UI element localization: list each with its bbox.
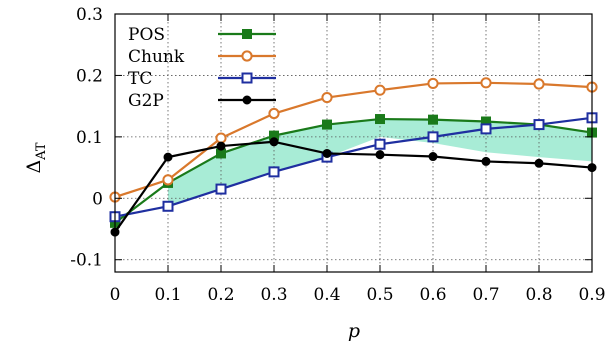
y-tick-label: 0.3 <box>76 5 103 25</box>
data-point-tc <box>480 123 492 135</box>
y-axis-label: ΔAT <box>23 142 49 173</box>
series-line-chunk <box>114 81 593 199</box>
y-tick-label: 0.1 <box>76 128 103 148</box>
series-line-pos <box>114 117 593 224</box>
data-point-tc <box>215 183 227 195</box>
legend-label-g2p: G2P <box>128 91 164 111</box>
series-line-g2p <box>114 140 593 233</box>
x-tick-label: 0.8 <box>525 285 552 305</box>
data-point-g2p <box>163 152 173 162</box>
data-point-chunk <box>427 77 439 90</box>
tick-layer: 0 0.1 0.2 0.3 0.4 0.5 0.6 0.7 0.8 0.9 -0.1 0 0.1 0.2 0… <box>70 5 605 305</box>
data-point-chunk <box>268 107 280 120</box>
series-chunk <box>109 77 598 203</box>
legend-item-tc: TC <box>128 69 276 89</box>
y-axis-label-main: Δ <box>23 160 45 174</box>
x-tick-label: 0 <box>110 285 121 305</box>
data-point-g2p <box>534 158 544 168</box>
data-point-pos <box>375 114 385 125</box>
data-point-g2p <box>375 150 385 160</box>
legend-item-g2p: G2P <box>128 91 276 111</box>
x-tick-label: 0.7 <box>472 285 499 305</box>
series-line-tc <box>114 116 593 218</box>
y-tick-label: -0.1 <box>70 251 103 271</box>
data-point-g2p <box>428 152 438 162</box>
series-layer <box>109 77 598 237</box>
x-tick-label: 0.4 <box>313 285 340 305</box>
data-point-pos <box>428 114 438 125</box>
data-point-tc <box>427 131 439 143</box>
y-tick-label: 0 <box>92 189 103 209</box>
data-point-chunk <box>215 132 227 144</box>
x-tick-label: 0.2 <box>207 285 234 305</box>
legend-item-chunk: Chunk <box>128 47 276 67</box>
data-point-tc <box>374 138 386 150</box>
data-point-chunk <box>374 84 386 96</box>
legend-marker-g2p <box>242 95 252 105</box>
data-point-g2p <box>322 148 332 158</box>
series-g2p <box>110 137 597 237</box>
legend-label-chunk: Chunk <box>128 47 185 67</box>
legend-label-tc: TC <box>128 69 152 89</box>
series-tc <box>109 112 598 223</box>
x-tick-label: 0.6 <box>419 285 446 305</box>
legend-marker-tc <box>241 72 253 84</box>
y-axis-label-sub: AT <box>34 142 49 161</box>
x-tick-label: 0.1 <box>154 285 181 305</box>
legend-label-pos: POS <box>128 25 165 45</box>
x-tick-label: 0.3 <box>260 285 287 305</box>
data-point-chunk <box>162 174 174 186</box>
y-tick-label: 0.2 <box>76 66 103 86</box>
data-point-tc <box>268 166 280 178</box>
data-point-chunk <box>480 77 492 89</box>
x-tick-label: 0.5 <box>366 285 393 305</box>
data-point-pos <box>322 119 332 130</box>
legend-item-pos: POS <box>128 25 276 45</box>
data-point-chunk <box>533 78 545 90</box>
data-point-chunk <box>321 91 333 104</box>
data-point-g2p <box>269 137 279 147</box>
legend-marker-chunk <box>241 50 253 62</box>
data-point-tc <box>533 119 545 131</box>
x-tick-label: 0.9 <box>578 285 605 305</box>
legend-marker-pos <box>242 29 252 39</box>
data-point-tc <box>162 200 174 212</box>
x-axis-label: p <box>348 320 360 342</box>
data-point-g2p <box>481 156 491 166</box>
data-point-g2p <box>216 141 226 151</box>
plot-frame <box>114 13 593 273</box>
